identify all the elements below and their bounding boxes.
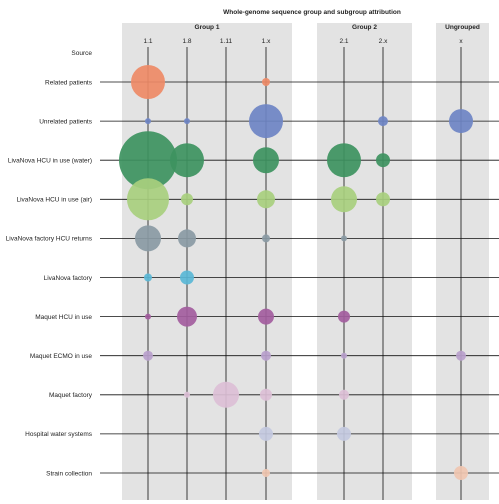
- row-label: LivaNova HCU in use (water): [8, 158, 92, 165]
- bubble-7-6: [456, 350, 466, 361]
- bubble-0-3: [262, 78, 270, 86]
- bubble-1-0: [145, 118, 151, 125]
- group-band-1: [317, 23, 412, 500]
- bubble-5-0: [144, 273, 152, 282]
- group-labels: Group 1 Group 2 Ungrouped: [195, 24, 480, 31]
- group-label-1: Group 2: [352, 24, 377, 31]
- row-label: Maquet HCU in use: [35, 314, 92, 321]
- column-tick-label: 2.x: [379, 38, 388, 45]
- bubble-7-3: [261, 350, 271, 361]
- bubble-3-5: [376, 192, 390, 207]
- bubble-8-1: [184, 391, 190, 398]
- chart-title: Whole-genome sequence group and subgroup…: [223, 9, 401, 16]
- bubble-6-3: [258, 308, 274, 325]
- column-tick-label: x: [459, 38, 463, 45]
- bubble-0-0: [131, 65, 165, 99]
- group-band-0: [122, 23, 292, 500]
- source-header: Source: [71, 50, 92, 57]
- bubble-6-1: [177, 306, 197, 327]
- bubble-2-1: [170, 143, 204, 178]
- bubble-8-4: [339, 389, 349, 400]
- bubble-6-4: [338, 310, 350, 323]
- column-tick-label: 2.1: [339, 38, 348, 45]
- column-tick-label: 1.x: [262, 38, 271, 45]
- bubble-1-5: [378, 116, 388, 127]
- bubble-2-3: [253, 147, 279, 174]
- column-tick-label: 1.11: [220, 38, 233, 45]
- row-label: Hospital water systems: [25, 431, 93, 438]
- bubble-8-3: [260, 388, 272, 401]
- bubble-5-1: [180, 270, 194, 285]
- bubble-4-3: [262, 234, 270, 243]
- bubble-4-1: [178, 229, 196, 248]
- bubble-2-4: [327, 143, 361, 178]
- bubble-1-3: [249, 104, 283, 139]
- group-band-2: [436, 23, 489, 500]
- group-label-2: Ungrouped: [445, 24, 480, 31]
- bubble-3-0: [127, 178, 169, 221]
- bubble-3-4: [331, 186, 357, 213]
- bubble-3-3: [257, 190, 275, 209]
- bubble-1-1: [184, 118, 190, 125]
- row-label: Strain collection: [46, 470, 92, 477]
- bubble-4-4: [341, 235, 347, 242]
- row-label: Unrelated patients: [39, 118, 93, 125]
- bubble-6-0: [145, 313, 151, 320]
- row-label: Maquet factory: [49, 392, 93, 399]
- bubble-1-6: [449, 109, 473, 134]
- column-tick-label: 1.8: [182, 38, 191, 45]
- group-label-0: Group 1: [195, 24, 220, 31]
- bubble-2-5: [376, 153, 390, 168]
- column-tick-labels: 1.1 1.8 1.11 1.x 2.1 2.x x: [143, 38, 463, 45]
- row-label: LivaNova factory: [44, 275, 93, 282]
- bubble-10-6: [454, 466, 468, 480]
- group-bands: [122, 23, 489, 500]
- bubble-2-0: [119, 131, 177, 190]
- bubble-7-4: [341, 352, 347, 359]
- bubble-10-3: [262, 469, 270, 477]
- bubble-9-4: [337, 426, 351, 441]
- row-label: Related patients: [45, 79, 93, 86]
- bubbles: [119, 65, 473, 480]
- row-label: Maquet ECMO in use: [30, 353, 93, 360]
- bubble-4-0: [135, 225, 161, 252]
- row-gridlines: [100, 81, 499, 474]
- bubble-3-1: [181, 193, 193, 206]
- bubble-7-0: [143, 350, 153, 361]
- column-tick-label: 1.1: [143, 38, 152, 45]
- bubble-9-3: [259, 426, 273, 441]
- row-label: LivaNova HCU in use (air): [17, 197, 93, 204]
- bubble-8-2: [213, 381, 239, 408]
- row-labels: Related patients Unrelated patients LivaNo…: [6, 79, 93, 477]
- row-label: LivaNova factory HCU returns: [6, 236, 93, 243]
